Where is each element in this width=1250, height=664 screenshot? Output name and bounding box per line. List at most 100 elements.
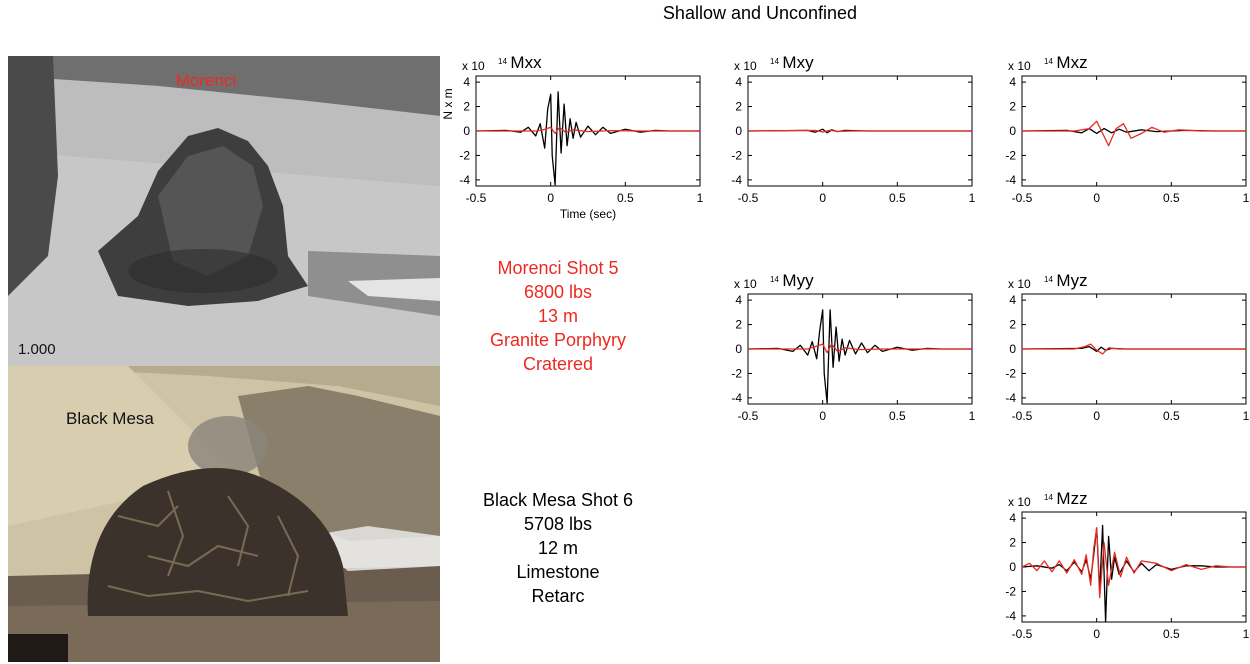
x-tick-label: 0: [547, 191, 554, 205]
axis-scale-label: x 10: [1008, 495, 1031, 509]
caption-line: 13 m: [537, 306, 579, 326]
x-tick-label: 1: [697, 191, 704, 205]
caption-line: 6800 lbs: [523, 282, 593, 302]
axis-scale-exponent: 14: [1044, 493, 1053, 502]
y-tick-label: 0: [735, 124, 742, 138]
chart-mzz: Mzz x 10 14 4 2 0 -2 -4 -0.5 0 0.5 1: [984, 484, 1250, 664]
series-line: [1022, 120, 1246, 147]
x-tick-label: 1: [969, 409, 976, 423]
x-tick-label: -0.5: [466, 191, 487, 205]
y-tick-label: -2: [1005, 584, 1016, 598]
chart-mxy: Mxy x 10 14 4 2 0 -2 -4 -0.5 0 0.5 1: [710, 48, 976, 228]
y-tick-label: 2: [735, 318, 742, 332]
x-tick-label: 1: [1243, 627, 1250, 641]
chart-myy: Myy x 10 14 4 2 0 -2 -4 -0.5 0 0.5 1: [710, 266, 976, 446]
y-tick-label: 4: [735, 75, 742, 89]
x-tick-label: 1: [1243, 191, 1250, 205]
y-tick-label: 2: [463, 100, 470, 114]
y-tick-label: -2: [731, 366, 742, 380]
axis-scale-exponent: 14: [1044, 57, 1053, 66]
y-axis-label: N x m: [441, 88, 455, 119]
figure-title: Shallow and Unconfined: [662, 3, 858, 23]
x-tick-label: 0: [1093, 409, 1100, 423]
y-tick-label: -4: [1005, 391, 1016, 405]
axis-scale-label: x 10: [734, 59, 757, 73]
y-tick-label: -4: [731, 391, 742, 405]
x-tick-label: 0.5: [889, 191, 906, 205]
x-tick-label: 0.5: [1163, 191, 1180, 205]
morenci-explosion-photo: Morenci 1.000: [8, 56, 440, 366]
series-line: [747, 309, 972, 404]
chart-title: Myy: [782, 271, 814, 290]
caption-line: Morenci Shot 5: [497, 258, 619, 278]
x-tick-label: 0: [1093, 627, 1100, 641]
y-tick-label: -2: [731, 148, 742, 162]
y-tick-label: -2: [1005, 366, 1016, 380]
x-tick-label: -0.5: [738, 191, 759, 205]
x-tick-label: 0: [1093, 191, 1100, 205]
x-tick-label: -0.5: [738, 409, 759, 423]
x-tick-label: 1: [1243, 409, 1250, 423]
y-tick-label: 0: [463, 124, 470, 138]
series-line: [747, 129, 972, 133]
morenci-shot-caption: Morenci Shot 5 6800 lbs 13 m Granite Por…: [438, 256, 678, 376]
morenci-photo-label: Morenci: [176, 71, 236, 90]
chart-title: Mxx: [510, 53, 542, 72]
x-tick-label: 0: [819, 409, 826, 423]
axis-scale-label: x 10: [1008, 277, 1031, 291]
x-tick-label: 0.5: [1163, 409, 1180, 423]
axis-scale-label: x 10: [734, 277, 757, 291]
series-line: [475, 91, 700, 186]
y-tick-label: 2: [735, 100, 742, 114]
caption-line: 5708 lbs: [523, 514, 593, 534]
y-tick-label: 4: [735, 293, 742, 307]
axis-scale-exponent: 14: [498, 57, 507, 66]
caption-line: 12 m: [537, 538, 579, 558]
chart-title: Mxz: [1056, 53, 1087, 72]
x-tick-label: 1: [969, 191, 976, 205]
y-tick-label: -4: [731, 173, 742, 187]
series-line: [748, 343, 972, 354]
y-tick-label: 2: [1009, 318, 1016, 332]
axis-scale-label: x 10: [1008, 59, 1031, 73]
axis-scale-exponent: 14: [770, 57, 779, 66]
x-axis-label: Time (sec): [560, 207, 616, 221]
x-tick-label: 0: [819, 191, 826, 205]
x-tick-label: 0.5: [617, 191, 634, 205]
x-tick-label: 0.5: [889, 409, 906, 423]
series-line: [1022, 343, 1246, 355]
chart-title: Myz: [1056, 271, 1087, 290]
caption-line: Granite Porphyry: [489, 330, 627, 350]
y-tick-label: 4: [1009, 75, 1016, 89]
x-tick-label: -0.5: [1012, 409, 1033, 423]
y-tick-label: 4: [463, 75, 470, 89]
y-tick-label: 4: [1009, 293, 1016, 307]
frame-counter: 1.000: [18, 341, 56, 358]
y-tick-label: -2: [459, 148, 470, 162]
black-mesa-photo-label: Black Mesa: [66, 409, 154, 428]
y-tick-label: 2: [1009, 100, 1016, 114]
y-tick-label: -2: [1005, 148, 1016, 162]
y-tick-label: 0: [735, 342, 742, 356]
chart-myz: Myz x 10 14 4 2 0 -2 -4 -0.5 0 0.5 1: [984, 266, 1250, 446]
x-tick-label: -0.5: [1012, 627, 1033, 641]
y-tick-label: 0: [1009, 342, 1016, 356]
series-line: [1021, 527, 1246, 599]
caption-line: Cratered: [522, 354, 594, 374]
y-tick-label: 2: [1009, 536, 1016, 550]
caption-line: Retarc: [531, 586, 585, 606]
y-tick-label: 4: [1009, 511, 1016, 525]
x-tick-label: -0.5: [1012, 191, 1033, 205]
series-line: [476, 126, 700, 135]
y-tick-label: 0: [1009, 560, 1016, 574]
x-tick-label: 0.5: [1163, 627, 1180, 641]
chart-title: Mzz: [1056, 489, 1087, 508]
black-mesa-shot-caption: Black Mesa Shot 6 5708 lbs 12 m Limeston…: [438, 488, 678, 608]
y-tick-label: -4: [459, 173, 470, 187]
axis-scale-exponent: 14: [770, 275, 779, 284]
caption-line: Limestone: [516, 562, 600, 582]
chart-mxz: Mxz x 10 14 4 2 0 -2 -4 -0.5 0 0.5 1: [984, 48, 1250, 228]
axis-scale-label: x 10: [462, 59, 485, 73]
y-tick-label: 0: [1009, 124, 1016, 138]
chart-title: Mxy: [782, 53, 814, 72]
